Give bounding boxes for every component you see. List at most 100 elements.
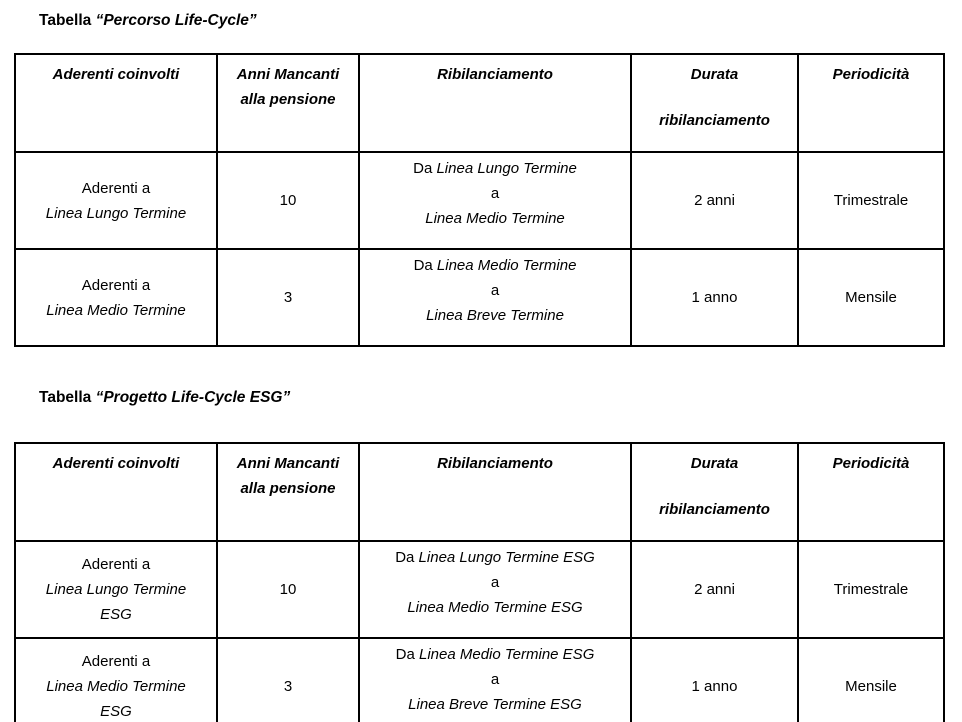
- column-header-periodicita: Periodicità: [797, 53, 945, 153]
- cell-line: Da Linea Medio Termine: [364, 253, 626, 278]
- text-segment: Linea Lungo Termine: [45, 204, 187, 222]
- cell-durata-ribilanciamento: 1 anno: [630, 248, 799, 347]
- cell-line: Linea Medio Termine: [364, 206, 626, 231]
- header-line: Periodicità: [832, 455, 910, 472]
- cell-periodicita: Mensile: [797, 248, 945, 347]
- text-segment: 10: [279, 192, 297, 209]
- cell-line: a: [364, 278, 626, 303]
- table-title-prefix: Tabella: [39, 389, 96, 406]
- text-segment: Aderenti a: [81, 556, 151, 573]
- column-header-ribilanciamento: Ribilanciamento: [358, 53, 632, 153]
- table-title-quoted: “Percorso Life-Cycle”: [95, 12, 257, 29]
- cell-durata-ribilanciamento: 2 anni: [630, 540, 799, 639]
- text-segment: Linea Lungo Termine: [436, 160, 577, 177]
- text-segment: a: [490, 671, 500, 688]
- text-segment: 2 anni: [694, 192, 735, 209]
- header-row: Aderenti coinvolti Anni Mancanti alla pens…: [14, 53, 945, 153]
- cell-aderenti-coinvolti: Aderenti a Linea Lungo Termine: [14, 151, 218, 250]
- table-title-progetto-life-cycle-esg: Tabella “Progetto Life-Cycle ESG”: [39, 347, 962, 409]
- cell-anni-mancanti: 10: [216, 151, 360, 250]
- header-line: Durata: [690, 455, 739, 472]
- header-line: Ribilanciamento: [437, 66, 553, 83]
- table-row: Aderenti a Linea Lungo Termine ESG 10 Da Lin…: [14, 540, 945, 639]
- cell-anni-mancanti: 3: [216, 637, 360, 722]
- column-header-aderenti-coinvolti: Aderenti coinvolti: [14, 53, 218, 153]
- text-segment: Aderenti a: [81, 179, 151, 197]
- cell-line: Aderenti a: [20, 273, 212, 298]
- cell-line: 2 anni: [636, 577, 793, 602]
- table-progetto-life-cycle-esg: Aderenti coinvolti Anni Mancanti alla pens…: [14, 442, 945, 722]
- cell-line: Trimestrale: [803, 577, 939, 602]
- text-segment: Aderenti a: [81, 653, 151, 670]
- text-segment: 1 anno: [691, 678, 738, 695]
- text-segment: Trimestrale: [833, 581, 909, 598]
- cell-line: Aderenti a: [20, 176, 212, 201]
- cell-line: a: [364, 667, 626, 692]
- cell-anni-mancanti: 3: [216, 248, 360, 347]
- header-line: alla pensione: [240, 480, 336, 497]
- cell-line: 1 anno: [636, 674, 793, 699]
- cell-ribilanciamento: Da Linea Lungo Termine ESG a Linea Medio T…: [358, 540, 632, 639]
- text-segment: 3: [283, 289, 293, 306]
- cell-line: Linea Breve Termine: [364, 303, 626, 328]
- header-line: Anni Mancanti: [236, 455, 340, 472]
- text-segment: Linea Lungo Termine ESG: [418, 549, 595, 566]
- cell-aderenti-coinvolti: Aderenti a Linea Medio Termine: [14, 248, 218, 347]
- text-segment: Linea Medio Termine: [46, 301, 186, 319]
- column-header-anni-mancanti: Anni Mancanti alla pensione: [216, 53, 360, 153]
- header-line: Anni Mancanti: [236, 66, 340, 83]
- column-header-anni-mancanti: Anni Mancanti alla pensione: [216, 442, 360, 542]
- header-line: Aderenti coinvolti: [52, 66, 180, 83]
- table-row: Aderenti a Linea Medio Termine 3 Da Linea M…: [14, 248, 945, 347]
- text-segment: ESG: [100, 703, 132, 720]
- text-segment: a: [490, 185, 500, 202]
- header-line: Durata: [690, 66, 739, 83]
- cell-line: ESG: [20, 699, 212, 722]
- cell-line: Da Linea Medio Termine ESG: [364, 642, 626, 667]
- cell-line: Aderenti a: [20, 552, 212, 577]
- text-segment: Linea Lungo Termine: [45, 581, 187, 598]
- cell-ribilanciamento: Da Linea Medio Termine a Linea Breve Termi…: [358, 248, 632, 347]
- cell-line: 10: [222, 577, 354, 602]
- text-segment: Da: [413, 160, 437, 177]
- cell-line: Linea Lungo Termine: [20, 201, 212, 226]
- column-header-ribilanciamento: Ribilanciamento: [358, 442, 632, 542]
- table-row: Aderenti a Linea Lungo Termine 10 Da Linea …: [14, 151, 945, 250]
- header-line: Ribilanciamento: [437, 455, 553, 472]
- cell-line: Trimestrale: [803, 188, 939, 213]
- cell-periodicita: Mensile: [797, 637, 945, 722]
- text-segment: ESG: [100, 606, 132, 623]
- cell-line: Linea Medio Termine ESG: [364, 595, 626, 620]
- header-line: alla pensione: [240, 91, 336, 108]
- text-segment: Linea Medio Termine: [436, 257, 577, 274]
- header-line: ribilanciamento: [659, 501, 770, 518]
- table-row: Aderenti a Linea Medio Termine ESG 3 Da Line…: [14, 637, 945, 722]
- text-segment: Aderenti a: [81, 276, 151, 294]
- cell-durata-ribilanciamento: 2 anni: [630, 151, 799, 250]
- column-header-durata-ribilanciamento: Durata ribilanciamento: [630, 442, 799, 542]
- cell-line: ESG: [20, 602, 212, 627]
- cell-line: Linea Breve Termine ESG: [364, 692, 626, 717]
- cell-line: 10: [222, 188, 354, 213]
- text-segment: 2 anni: [694, 581, 735, 598]
- table-title-percorso-life-cycle: Tabella “Percorso Life-Cycle”: [39, 8, 962, 32]
- cell-line: Mensile: [803, 674, 939, 699]
- table-title-quoted: “Progetto Life-Cycle ESG”: [95, 389, 291, 406]
- text-segment: a: [490, 574, 500, 591]
- table-title-prefix: Tabella: [39, 12, 96, 29]
- cell-periodicita: Trimestrale: [797, 540, 945, 639]
- text-segment: 3: [283, 678, 293, 695]
- cell-line: 2 anni: [636, 188, 793, 213]
- text-segment: Linea Medio Termine ESG: [418, 646, 595, 663]
- text-segment: Mensile: [845, 678, 897, 695]
- cell-ribilanciamento: Da Linea Lungo Termine a Linea Medio Termi…: [358, 151, 632, 250]
- header-row: Aderenti coinvolti Anni Mancanti alla pens…: [14, 442, 945, 542]
- column-header-durata-ribilanciamento: Durata ribilanciamento: [630, 53, 799, 153]
- text-segment: 1 anno: [691, 289, 738, 306]
- cell-durata-ribilanciamento: 1 anno: [630, 637, 799, 722]
- cell-line: Da Linea Lungo Termine ESG: [364, 545, 626, 570]
- cell-line: a: [364, 181, 626, 206]
- text-segment: a: [490, 282, 500, 299]
- cell-periodicita: Trimestrale: [797, 151, 945, 250]
